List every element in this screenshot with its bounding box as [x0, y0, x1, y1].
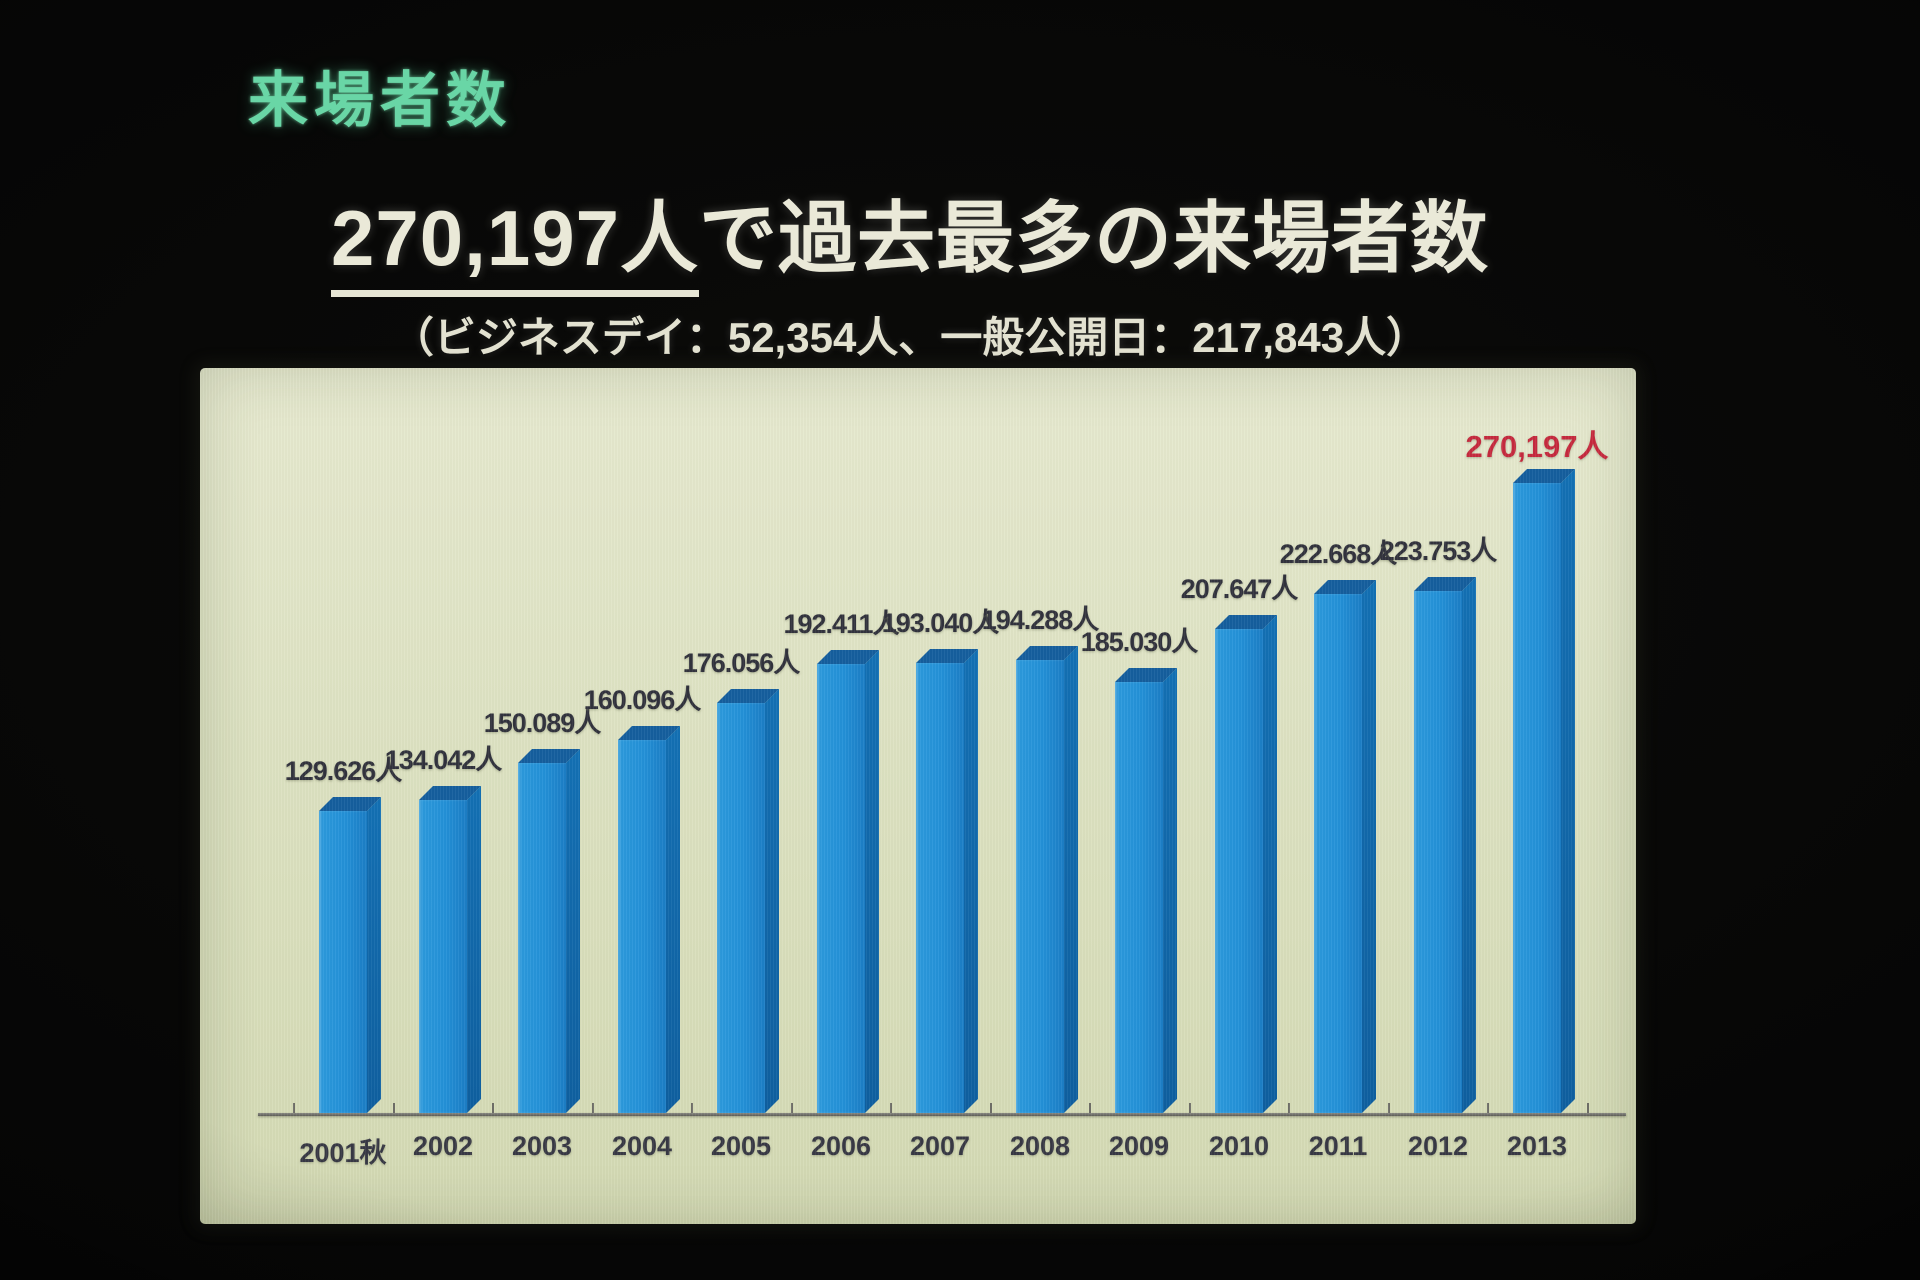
bar-value-label: 194.288人 [981, 605, 1100, 635]
bar-side-face [1064, 646, 1078, 1113]
section-title: 来場者数 [248, 67, 512, 134]
x-axis-label-2004: 2004 [611, 1131, 673, 1161]
bar-value-label: 150.089人 [483, 708, 602, 738]
bar-2004 [618, 740, 666, 1113]
bar-side-face [1462, 577, 1476, 1113]
x-axis-label-2003: 2003 [511, 1131, 573, 1161]
axis-tick [790, 1103, 793, 1113]
bar-side-face [1263, 615, 1277, 1113]
bar-top-face [1314, 580, 1376, 594]
bar-top-face [1215, 615, 1277, 629]
bar-2005 [717, 703, 765, 1113]
bar-side-face [865, 650, 879, 1113]
axis-tick [1089, 1103, 1092, 1113]
bar-value-label: 270,197人 [1465, 429, 1609, 464]
x-axis-label-2006: 2006 [810, 1131, 872, 1161]
x-axis-label-2001秋: 2001秋 [299, 1138, 387, 1168]
axis-tick [392, 1103, 395, 1113]
axis-tick [1487, 1103, 1490, 1113]
bar-top-face [1115, 668, 1177, 682]
bar-top-face [618, 726, 680, 740]
x-axis-label-2013: 2013 [1506, 1131, 1568, 1161]
bar-top-face [717, 689, 779, 703]
bar-2003 [518, 763, 566, 1113]
bar-value-label: 134.042人 [384, 745, 503, 775]
axis-tick [591, 1103, 594, 1113]
bar-2011 [1314, 594, 1362, 1113]
plot-area: 129.626人 2001秋 134.042人 2002 150.089人 2003 160… [200, 368, 1636, 1224]
bar-2008 [1016, 660, 1064, 1113]
axis-tick [691, 1103, 694, 1113]
bar-side-face [666, 726, 680, 1113]
axis-tick [293, 1103, 296, 1113]
bar-2006 [817, 664, 865, 1113]
bar-2009 [1115, 682, 1163, 1113]
chart-panel: 129.626人 2001秋 134.042人 2002 150.089人 2003 160… [200, 368, 1636, 1224]
headline: 270,197人で過去最多の来場者数 [150, 194, 1670, 297]
bar-2012 [1414, 591, 1462, 1113]
bar-top-face [419, 786, 481, 800]
bar-side-face [1163, 668, 1177, 1113]
bar-value-label: 192.411人 [783, 609, 899, 639]
bar-value-label: 207.647人 [1180, 574, 1299, 604]
x-axis-label-2005: 2005 [710, 1131, 772, 1161]
bar-top-face [916, 649, 978, 663]
bar-2013 [1513, 483, 1561, 1113]
bar-top-face [518, 749, 580, 763]
bar-top-face [319, 797, 381, 811]
bar-2007 [916, 663, 964, 1113]
axis-tick [890, 1103, 893, 1113]
bar-value-label: 222.668人 [1279, 539, 1398, 569]
headline-highlight-number: 270,197人 [331, 194, 699, 297]
bar-top-face [1016, 646, 1078, 660]
bar-2001秋 [319, 811, 367, 1113]
headline-block: 270,197人で過去最多の来場者数 （ビジネスデイ：52,354人、一般公開日… [150, 194, 1670, 365]
bar-top-face [817, 650, 879, 664]
bar-top-face [1414, 577, 1476, 591]
x-axis-label-2008: 2008 [1009, 1131, 1071, 1161]
axis-tick [1586, 1103, 1589, 1113]
axis-tick [492, 1103, 495, 1113]
headline-rest: で過去最多の来場者数 [698, 194, 1489, 282]
x-axis-line [258, 1113, 1626, 1116]
axis-tick [1387, 1103, 1390, 1113]
bar-side-face [765, 689, 779, 1113]
bar-side-face [1561, 469, 1575, 1113]
subheadline: （ビジネスデイ：52,354人、一般公開日：217,843人） [391, 313, 1429, 361]
bar-side-face [467, 786, 481, 1113]
bar-side-face [566, 749, 580, 1113]
bar-top-face [1513, 469, 1575, 483]
bar-value-label: 176.056人 [682, 648, 801, 678]
bar-value-label: 185.030人 [1080, 627, 1199, 657]
axis-tick [1288, 1103, 1291, 1113]
x-axis-label-2011: 2011 [1308, 1131, 1368, 1161]
bar-value-label: 223.753人 [1379, 536, 1498, 566]
bar-2002 [419, 800, 467, 1113]
x-axis-label-2010: 2010 [1208, 1131, 1270, 1161]
bar-2010 [1215, 629, 1263, 1113]
axis-tick [989, 1103, 992, 1113]
bar-value-label: 129.626人 [284, 756, 403, 786]
bar-value-label: 160.096人 [583, 685, 702, 715]
bar-side-face [964, 649, 978, 1113]
bar-value-label: 193.040人 [881, 608, 1000, 638]
bar-side-face [1362, 580, 1376, 1113]
bar-side-face [367, 797, 381, 1113]
x-axis-label-2007: 2007 [909, 1131, 971, 1161]
x-axis-label-2002: 2002 [412, 1131, 474, 1161]
axis-tick [1188, 1103, 1191, 1113]
x-axis-label-2009: 2009 [1108, 1131, 1170, 1161]
x-axis-label-2012: 2012 [1407, 1131, 1469, 1161]
